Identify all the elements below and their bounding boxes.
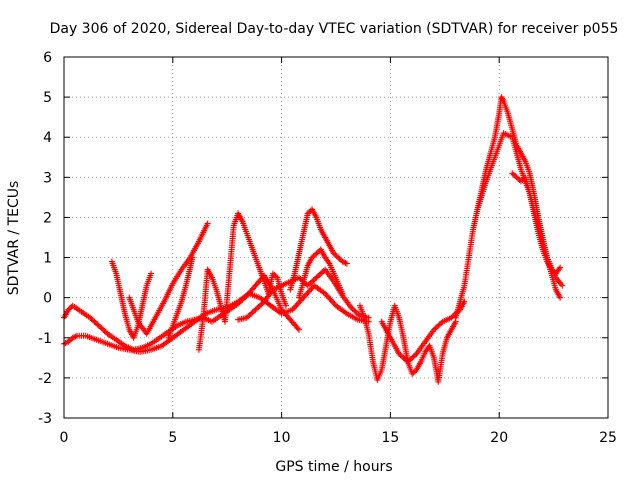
- x-axis-label: GPS time / hours: [275, 459, 392, 475]
- data-point: [557, 294, 564, 301]
- y-tick-label: 6: [43, 50, 52, 66]
- data-point: [339, 290, 346, 297]
- y-tick-label: 2: [43, 210, 52, 226]
- series-arc-9: [296, 246, 346, 301]
- data-point: [189, 254, 196, 261]
- y-tick-label: -3: [38, 411, 52, 427]
- x-tick-label: 15: [381, 430, 399, 446]
- plot-frame: [63, 56, 609, 419]
- y-tick-label: -2: [38, 371, 52, 387]
- y-tick-label: 0: [43, 291, 52, 307]
- series-arc-6: [195, 210, 289, 353]
- series-arc-14: [509, 170, 564, 277]
- series-arc-5: [165, 254, 196, 341]
- series-arc-10: [356, 302, 459, 385]
- series-arc-3: [108, 258, 155, 341]
- data-point: [343, 260, 350, 267]
- x-tick-label: 5: [168, 430, 177, 446]
- series-arc-2: [61, 272, 303, 353]
- x-tick-label: 20: [490, 430, 508, 446]
- y-tick-label: 3: [43, 170, 52, 186]
- data-point: [559, 282, 566, 289]
- x-tick-label: 25: [599, 430, 617, 446]
- data-point: [499, 96, 506, 103]
- data-point: [148, 270, 155, 277]
- data-point: [294, 325, 301, 332]
- chart-title: Day 306 of 2020, Sidereal Day-to-day VTE…: [50, 21, 619, 37]
- data-point: [296, 326, 303, 333]
- data-point: [204, 220, 211, 227]
- y-axis-label: SDTVAR / TECUs: [6, 181, 22, 296]
- series-arc-4: [126, 220, 211, 337]
- y-tick-label: 5: [43, 90, 52, 106]
- data-markers: [61, 94, 566, 385]
- data-point: [282, 302, 289, 309]
- data-point: [557, 264, 564, 271]
- y-tick-label: 1: [43, 251, 52, 267]
- series-arc-7: [235, 266, 372, 323]
- x-tick-label: 10: [273, 430, 291, 446]
- x-tick-label: 0: [60, 430, 69, 446]
- series-arc-8: [287, 206, 350, 293]
- axes: 0 5 10 15 20 25 -3 -2 -1 0 1 2 3 4 5 6: [38, 50, 617, 446]
- y-tick-label: 4: [43, 130, 52, 146]
- y-tick-label: -1: [38, 331, 52, 347]
